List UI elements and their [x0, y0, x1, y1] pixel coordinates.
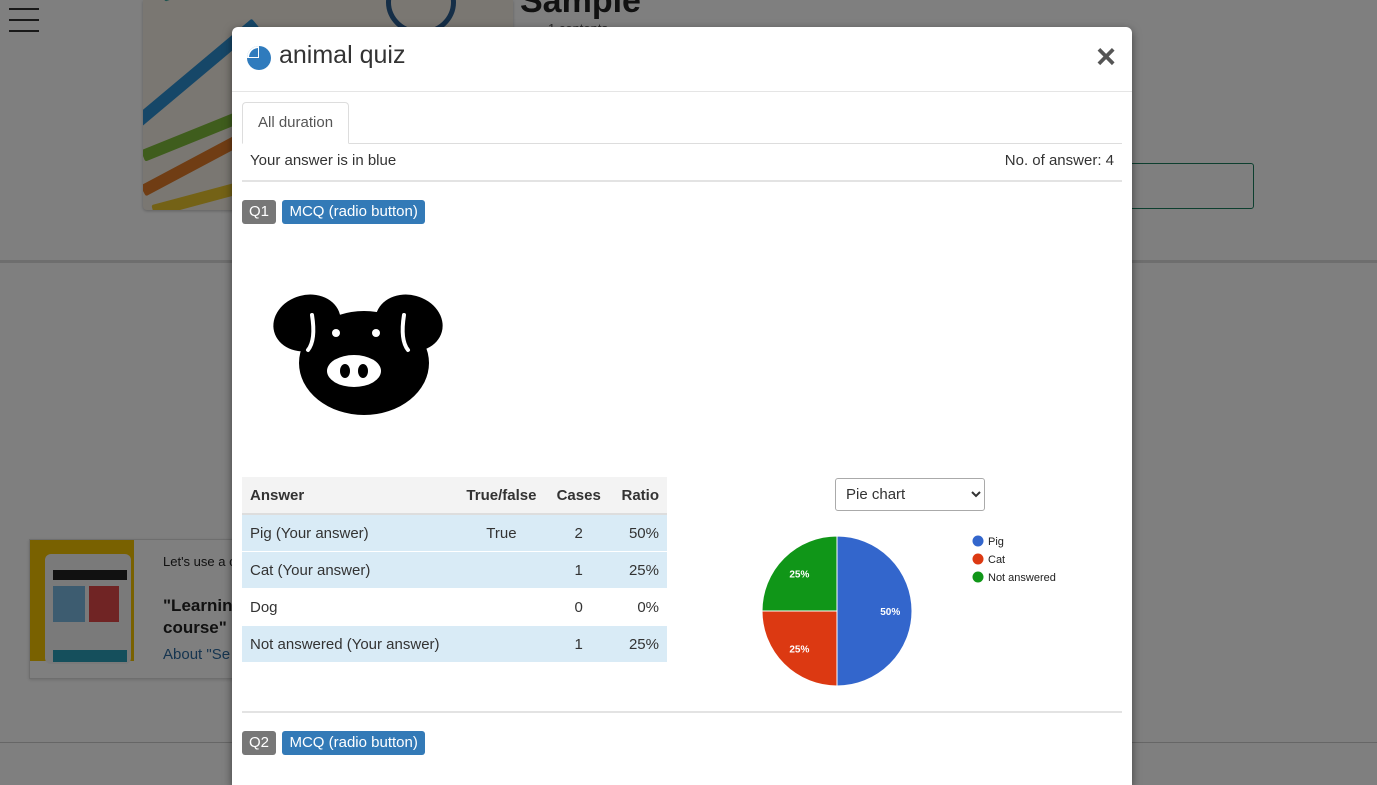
question-number-badge: Q1 — [242, 200, 277, 224]
pie-slice-not-answered[interactable] — [761, 535, 838, 612]
cell-true-false — [456, 551, 547, 589]
question-header: Q2 MCQ (radio button) — [242, 731, 427, 755]
cell-cases: 0 — [546, 588, 611, 626]
cell-answer: Pig (Your answer) — [242, 513, 456, 552]
cell-cases: 2 — [546, 513, 611, 552]
answer-table: Answer True/false Cases Ratio Pig (Your … — [242, 477, 667, 662]
answer-pie-chart: 50% 25% 25% Pig Cat Not answered — [761, 535, 1056, 687]
table-header-row: Answer True/false Cases Ratio — [242, 477, 667, 515]
legend-label[interactable]: Cat — [988, 554, 1005, 566]
legend-label[interactable]: Pig — [988, 536, 1004, 548]
modal-title: animal quiz — [279, 41, 406, 69]
cell-true-false — [456, 588, 547, 626]
col-ratio: Ratio — [610, 477, 667, 515]
table-row: Not answered (Your answer) 1 25% — [242, 625, 667, 662]
col-cases: Cases — [546, 477, 611, 515]
cell-true-false — [456, 625, 547, 662]
cell-ratio: 25% — [610, 625, 667, 662]
cell-cases: 1 — [546, 625, 611, 662]
table-row: Dog 0 0% — [242, 588, 667, 626]
cell-cases: 1 — [546, 551, 611, 589]
question-number-badge: Q2 — [242, 731, 277, 755]
pie-slice-label: 50% — [880, 607, 900, 618]
answer-count: No. of answer: 4 — [1004, 152, 1114, 169]
tab-all-duration[interactable]: All duration — [242, 102, 350, 144]
close-button[interactable]: × — [1096, 38, 1116, 76]
cell-answer: Not answered (Your answer) — [242, 625, 456, 662]
pig-icon — [242, 245, 472, 475]
cell-ratio: 25% — [610, 551, 667, 589]
question-type-badge: MCQ (radio button) — [282, 200, 425, 224]
answer-hint: Your answer is in blue — [250, 152, 397, 169]
cell-ratio: 50% — [610, 513, 667, 552]
cell-answer: Dog — [242, 588, 456, 626]
question-type-badge: MCQ (radio button) — [282, 731, 425, 755]
chart-type-select[interactable]: Pie chart — [835, 478, 985, 511]
col-true-false: True/false — [456, 477, 547, 515]
table-row: Cat (Your answer) 1 25% — [242, 551, 667, 589]
question-divider — [242, 711, 1122, 713]
cell-true-false: True — [456, 513, 547, 552]
col-answer: Answer — [242, 477, 456, 515]
legend-marker — [972, 571, 984, 583]
legend-marker — [972, 535, 984, 547]
legend-label[interactable]: Not answered — [988, 572, 1056, 584]
info-row: Your answer is in blue No. of answer: 4 — [242, 144, 1122, 182]
pie-slice-cat[interactable] — [761, 610, 838, 687]
pie-chart-icon — [247, 46, 271, 70]
question-header: Q1 MCQ (radio button) — [242, 200, 427, 224]
tab-bar: All duration — [242, 102, 1122, 144]
modal-header: animal quiz × — [232, 27, 1132, 92]
pie-slice-pig[interactable] — [836, 535, 913, 687]
pie-slice-label: 25% — [789, 569, 809, 580]
table-row: Pig (Your answer) True 2 50% — [242, 513, 667, 552]
cell-ratio: 0% — [610, 588, 667, 626]
stats-modal: animal quiz × All duration Your answer i… — [232, 27, 1132, 785]
legend-marker — [972, 553, 984, 565]
cell-answer: Cat (Your answer) — [242, 551, 456, 589]
pie-slice-label: 25% — [789, 645, 809, 656]
